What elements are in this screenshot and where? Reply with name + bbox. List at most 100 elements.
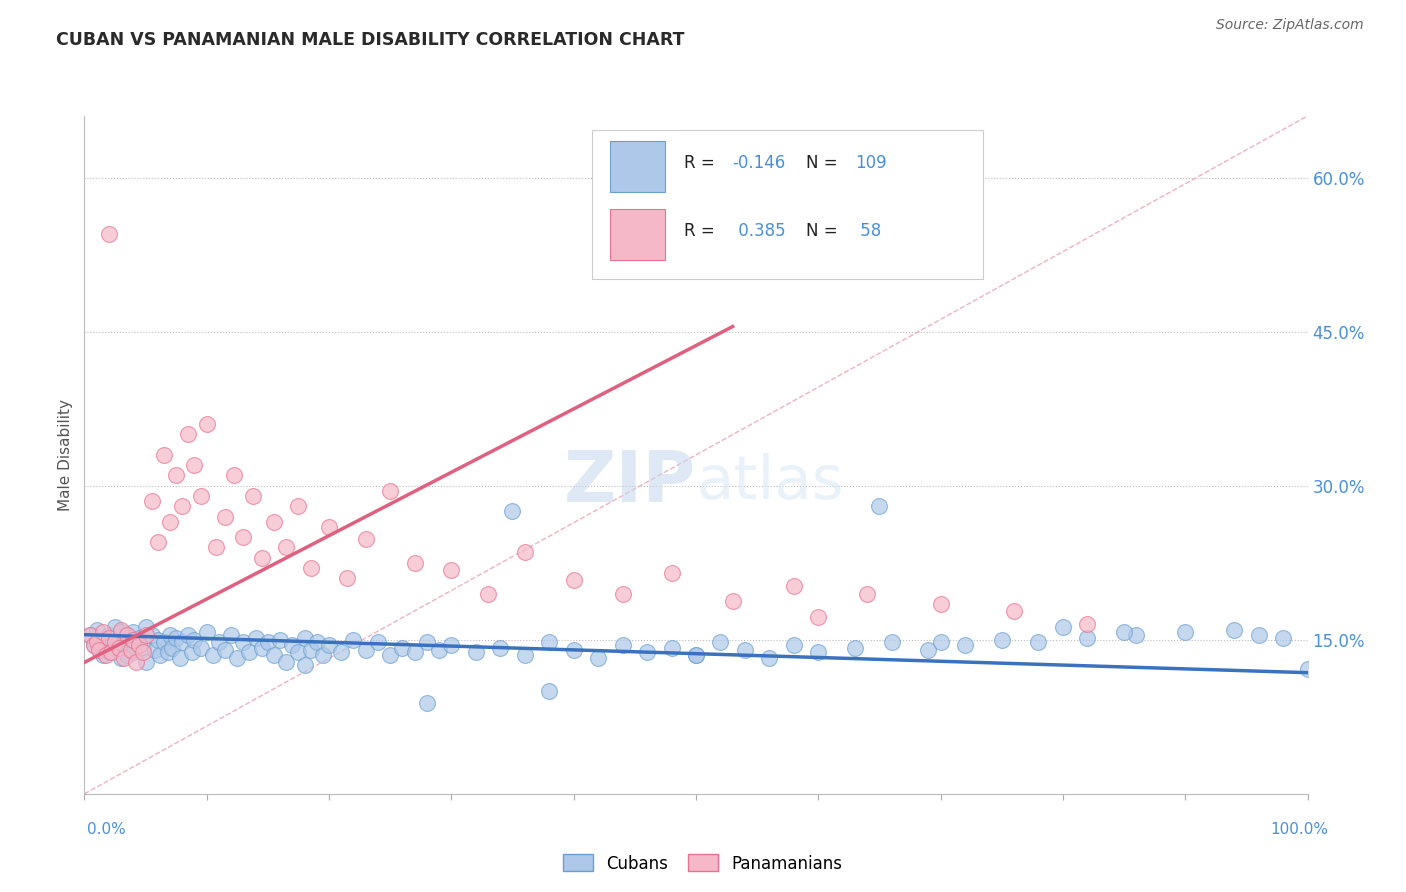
- Point: [242, 489, 264, 503]
- Point: [1114, 624, 1136, 639]
- Point: [367, 635, 389, 649]
- Point: [222, 468, 245, 483]
- Point: [1223, 623, 1246, 637]
- Point: [132, 640, 155, 655]
- Point: [86, 635, 108, 649]
- Point: [115, 648, 138, 663]
- Point: [538, 684, 561, 698]
- Text: 58: 58: [855, 222, 882, 240]
- Text: R =: R =: [683, 222, 720, 240]
- Point: [783, 579, 806, 593]
- Point: [183, 458, 205, 473]
- Point: [141, 494, 163, 508]
- Point: [143, 643, 166, 657]
- Point: [856, 586, 879, 600]
- Point: [104, 635, 127, 649]
- Point: [165, 468, 187, 483]
- Point: [318, 638, 340, 652]
- Point: [86, 623, 108, 637]
- Point: [661, 566, 683, 580]
- Point: [299, 561, 322, 575]
- Point: [97, 227, 120, 241]
- Point: [87, 643, 110, 657]
- Point: [112, 651, 135, 665]
- Point: [416, 697, 439, 711]
- Point: [149, 648, 172, 663]
- Point: [294, 658, 316, 673]
- Text: 109: 109: [855, 154, 887, 172]
- Point: [342, 632, 364, 647]
- Point: [661, 640, 683, 655]
- Point: [97, 628, 120, 642]
- Point: [195, 417, 218, 431]
- Point: [87, 643, 110, 657]
- Point: [1247, 628, 1270, 642]
- Point: [1052, 620, 1074, 634]
- Point: [110, 624, 132, 639]
- Point: [807, 610, 830, 624]
- Point: [107, 640, 129, 655]
- Point: [112, 638, 135, 652]
- Point: [110, 623, 132, 637]
- Point: [181, 645, 204, 659]
- Point: [135, 620, 157, 634]
- Point: [115, 628, 138, 642]
- Bar: [610, 210, 665, 260]
- Point: [190, 640, 212, 655]
- Point: [91, 648, 114, 663]
- Point: [489, 640, 512, 655]
- Text: R =: R =: [683, 154, 720, 172]
- Point: [269, 632, 291, 647]
- Point: [281, 638, 304, 652]
- Point: [172, 635, 194, 649]
- Point: [844, 640, 866, 655]
- Point: [1076, 631, 1098, 645]
- Text: ZIP: ZIP: [564, 448, 696, 516]
- Point: [538, 635, 561, 649]
- Point: [276, 541, 298, 555]
- Point: [122, 632, 145, 647]
- Point: [122, 645, 145, 659]
- Point: [685, 648, 707, 663]
- Point: [183, 632, 205, 647]
- Point: [214, 643, 236, 657]
- Point: [869, 500, 891, 514]
- Point: [96, 635, 118, 649]
- Point: [380, 483, 402, 498]
- Point: [305, 635, 328, 649]
- Point: [299, 643, 322, 657]
- Point: [153, 635, 176, 649]
- Point: [245, 631, 267, 645]
- Point: [205, 541, 228, 555]
- Point: [709, 635, 731, 649]
- Point: [83, 638, 105, 652]
- Point: [440, 638, 463, 652]
- Point: [312, 648, 335, 663]
- Point: [128, 631, 150, 645]
- Point: [263, 515, 285, 529]
- Point: [1002, 604, 1025, 618]
- Point: [201, 648, 224, 663]
- Point: [330, 645, 353, 659]
- Point: [141, 628, 163, 642]
- Point: [125, 635, 148, 649]
- Point: [96, 648, 118, 663]
- Text: N =: N =: [806, 222, 838, 240]
- Point: [156, 645, 179, 659]
- Point: [100, 631, 122, 645]
- Point: [83, 638, 105, 652]
- Point: [354, 643, 377, 657]
- Point: [250, 640, 273, 655]
- Point: [146, 632, 169, 647]
- Text: 100.0%: 100.0%: [1271, 822, 1329, 837]
- Point: [354, 532, 377, 546]
- Point: [287, 645, 309, 659]
- Point: [758, 651, 780, 665]
- Point: [120, 632, 142, 647]
- Point: [721, 594, 744, 608]
- Text: 0.0%: 0.0%: [87, 822, 127, 837]
- Text: -0.146: -0.146: [733, 154, 786, 172]
- Point: [91, 632, 114, 647]
- Text: 0.385: 0.385: [733, 222, 786, 240]
- Point: [263, 648, 285, 663]
